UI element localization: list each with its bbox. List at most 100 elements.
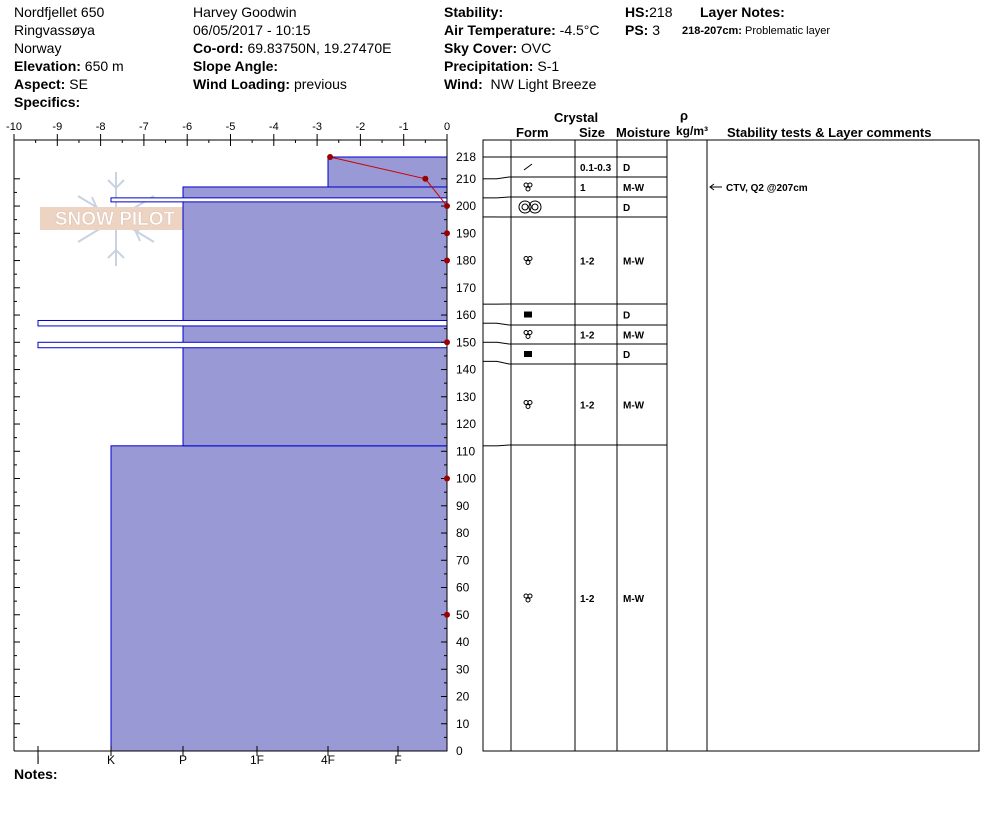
temperature-point [444, 475, 450, 482]
notes-label: Notes: [14, 766, 58, 782]
elevation-label: Elevation: [14, 58, 81, 74]
hardness-bar [37, 319, 448, 327]
height-tick-label: 190 [456, 226, 476, 240]
hardness-tick-label: P [179, 753, 187, 767]
grain-form-icon [523, 593, 533, 603]
grain-size-label: 1-2 [580, 257, 595, 268]
moisture-label: D [623, 350, 630, 361]
temp-tick-label: 0 [444, 121, 450, 133]
temp-tick-label: -7 [139, 121, 149, 133]
height-tick-label: 160 [456, 308, 476, 322]
wind-loading-value: previous [293, 76, 347, 92]
grain-circle [527, 182, 533, 188]
height-tick-label: 200 [456, 199, 476, 213]
hardness-bar [182, 186, 448, 447]
grain-circle [531, 203, 539, 211]
grain-circle [523, 256, 529, 261]
grain-circle [518, 200, 532, 214]
grain-circle [525, 404, 531, 409]
elevation-value: 650 m [84, 58, 124, 74]
height-tick-label: 40 [456, 635, 470, 649]
grain-circle [523, 593, 529, 599]
temperature-point [444, 339, 450, 346]
height-tick-label: 30 [456, 662, 470, 676]
height-tick-label: 80 [456, 526, 470, 540]
hs-value: 218 [649, 4, 673, 20]
hardness-tick-label: F [394, 753, 401, 767]
grain-form-icon [523, 400, 533, 409]
temperature-point [444, 230, 450, 237]
grain-circle [525, 334, 531, 339]
moisture-header: Moisture [616, 125, 671, 140]
grain-form-icon [523, 163, 533, 171]
coord-value: 69.83750N, 19.27470E [247, 40, 392, 56]
temperature-point [422, 175, 429, 182]
hardness-bar [327, 156, 448, 188]
layer-connector [496, 176, 511, 180]
ps-label: PS: [625, 22, 649, 38]
coord-row: Co-ord: 69.83750N, 19.27470E [193, 39, 391, 57]
grain-circle [525, 597, 531, 603]
grain-circle [528, 200, 542, 214]
ps-row: PS: 3 [625, 21, 660, 39]
hs-label: HS: [625, 4, 650, 20]
aspect-row: Aspect: SE [14, 75, 88, 93]
ps-value: 3 [652, 22, 661, 38]
aspect-value: SE [69, 76, 88, 92]
height-tick-label: 180 [456, 254, 476, 268]
height-tick-label: 20 [456, 690, 470, 704]
height-tick-label: 60 [456, 581, 470, 595]
grain-circle [525, 186, 531, 192]
temp-tick-label: -9 [52, 121, 62, 133]
density-unit-header: kg/m³ [676, 124, 709, 138]
grain-size-label: 1 [580, 183, 586, 194]
sky-cover-label: Sky Cover: [444, 40, 518, 56]
height-tick-label: 90 [456, 499, 470, 513]
hardness-bar [110, 197, 448, 203]
hardness-bar [110, 445, 448, 752]
air-temp-row: Air Temperature: -4.5°C [444, 21, 600, 39]
layer-connector [496, 196, 511, 199]
temp-tick-label: -10 [6, 121, 22, 133]
size-header: Size [579, 125, 606, 140]
temperature-point [327, 154, 334, 160]
height-tick-label: 218 [456, 150, 476, 164]
grain-circle [527, 593, 533, 599]
hardness-tick-label: I [36, 753, 39, 767]
height-tick-label: 50 [456, 608, 470, 622]
wind-loading-label: Wind Loading: [193, 76, 291, 92]
snowpilot-logo: SNOW PILOT [40, 172, 190, 266]
grain-form-icon [523, 330, 533, 339]
moisture-label: M-W [623, 331, 645, 342]
grain-form-icon [518, 200, 542, 214]
stability-arrow-head [709, 183, 715, 191]
precip-row: Precipitation: S-1 [444, 57, 559, 75]
height-tick-label: 210 [456, 172, 476, 186]
layer-connector [496, 341, 511, 345]
hs-row: HS:218 [625, 3, 672, 21]
crystal-header: Crystal [554, 110, 599, 125]
moisture-label: M-W [623, 183, 645, 194]
layer-note-range: 218-207cm: [682, 25, 742, 37]
stability-label: Stability: [444, 4, 504, 20]
temp-tick-label: -4 [269, 121, 279, 133]
temp-tick-label: -3 [312, 121, 322, 133]
stability-header: Stability tests & Layer comments [727, 125, 932, 140]
grain-circle [527, 256, 533, 261]
sky-cover-value: OVC [521, 40, 552, 56]
wind-label: Wind: [444, 76, 483, 92]
grain-circle [527, 330, 533, 335]
layer-note: 218-207cm: Problematic layer [682, 22, 830, 40]
grain-form-icon [523, 182, 533, 192]
height-tick-label: 130 [456, 390, 476, 404]
temp-tick-label: -2 [356, 121, 366, 133]
temp-tick-label: -8 [96, 121, 106, 133]
layer-notes-label: Layer Notes: [700, 4, 785, 20]
height-tick-label: 110 [456, 444, 475, 458]
temperature-point [444, 257, 450, 264]
height-tick-label: 120 [456, 417, 476, 431]
coord-label: Co-ord: [193, 40, 244, 56]
grain-size-label: 0.1-0.3 [580, 163, 612, 174]
wind-row: Wind: NW Light Breeze [444, 75, 596, 93]
